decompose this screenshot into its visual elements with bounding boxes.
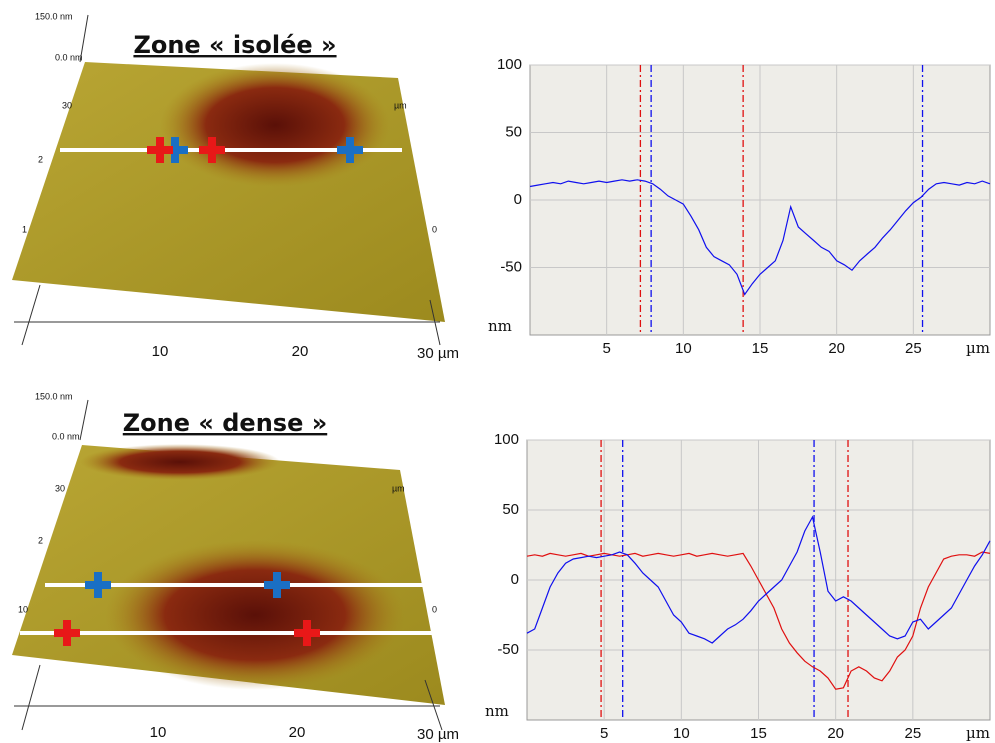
y-tick-label: 0 [511,571,519,588]
x-label: 10 [150,724,167,741]
side-label: 0 [432,604,437,614]
side-label: µm [392,483,405,493]
side-label: 10 [18,604,28,614]
x-label: 10 [152,343,169,360]
y-tick-label: 100 [494,431,519,448]
x-tick-label: 5 [600,725,608,742]
afm-image: 150.0 nm 0.0 nm Zone « dense » 30 2 10 µ… [12,391,459,743]
side-label: µm [394,100,407,110]
x-label: 30 µm [417,345,459,362]
x-label: 20 [292,343,309,360]
y-tick-label: 50 [502,501,519,518]
y-tick-label: -50 [500,258,522,275]
x-label: 30 µm [417,726,459,743]
profile-line [526,515,991,644]
y-tick-label: 50 [505,123,522,140]
profile-line [526,551,991,690]
y-axis-label: nm [485,702,509,720]
image-title: Zone « isolée » [133,31,336,59]
profile-line [529,179,991,296]
side-label: 2 [38,535,43,545]
x-tick-label: 15 [752,340,769,357]
side-label: 30 [55,483,65,493]
side-label: 0 [432,224,437,234]
x-tick-label: 15 [750,725,767,742]
x-tick-label: 5 [602,340,610,357]
y-tick-label: 100 [497,56,522,73]
y-tick-label: 0 [514,191,522,208]
side-label: 2 [38,154,43,164]
y-tick-label: -50 [497,641,519,658]
image-title: Zone « dense » [123,409,327,437]
x-tick-label: 10 [673,725,690,742]
side-label: 30 [62,100,72,110]
x-axis-label: µm [966,339,990,357]
z-zero: 0.0 nm [52,431,80,441]
x-tick-label: 10 [675,340,692,357]
side-label: 1 [22,224,27,234]
x-label: 20 [289,724,306,741]
z-top: 150.0 nm [35,391,73,401]
x-tick-label: 20 [828,340,845,357]
z-zero: 0.0 nm [55,52,83,62]
x-tick-label: 25 [905,340,922,357]
y-axis-label: nm [488,317,512,335]
x-axis-label: µm [966,724,990,742]
x-tick-label: 25 [904,725,921,742]
x-tick-label: 20 [827,725,844,742]
z-top: 150.0 nm [35,11,73,21]
afm-image: 150.0 nm 0.0 nm Zone « isolée » 30 2 1 µ… [12,11,459,362]
